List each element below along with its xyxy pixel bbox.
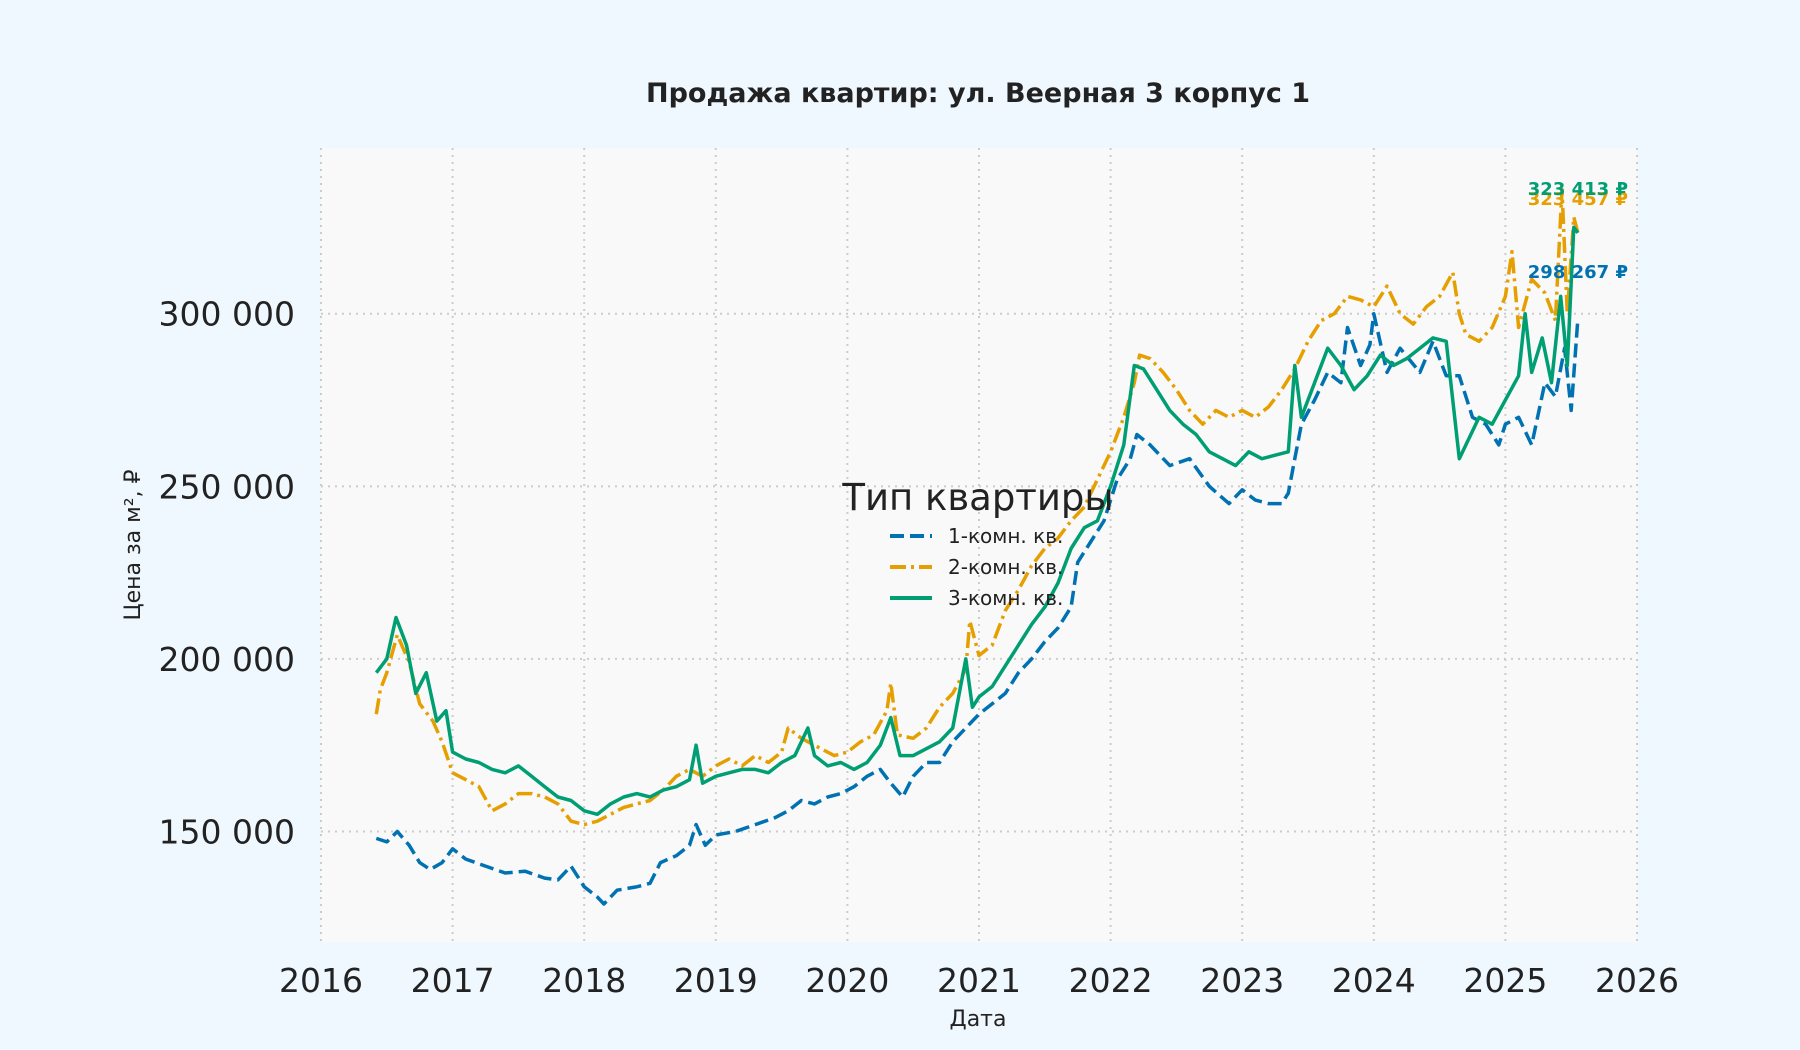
y-tick-label: 300 000 (159, 295, 295, 334)
series-line (374, 187, 1580, 827)
x-tick-label: 2021 (937, 961, 1021, 1000)
x-tick-label: 2020 (805, 961, 889, 1000)
gridlines (320, 148, 1638, 942)
y-axis-ticks: 150 000 200 000 250 000 300 000 (159, 295, 295, 852)
x-tick-label: 2019 (674, 961, 758, 1000)
x-axis-ticks: 2016 2017 2018 2019 2020 2021 2022 2023 2024 2025… (279, 961, 1679, 1000)
legend: Тип квартиры 1-комн. кв. 2-комн. кв. 3-ком… (841, 476, 1113, 610)
x-tick-label: 2024 (1332, 961, 1416, 1000)
x-tick-label: 2025 (1463, 961, 1547, 1000)
series-end-label: 323 413 ₽ (1528, 179, 1628, 200)
x-axis-label: Дата (950, 1007, 1007, 1032)
series-end-label: 323 457 ₽ (1528, 189, 1628, 210)
y-tick-label: 250 000 (159, 467, 295, 506)
series-lines (374, 187, 1580, 906)
y-axis-label: Цена за м², ₽ (121, 469, 146, 620)
y-tick-label: 150 000 (159, 813, 295, 852)
x-tick-label: 2023 (1200, 961, 1284, 1000)
end-value-labels: 298 267 ₽ 323 457 ₽323 413 ₽ (1528, 179, 1628, 283)
series-line (374, 225, 1580, 817)
x-tick-label: 2026 (1595, 961, 1679, 1000)
x-tick-label: 2017 (411, 961, 495, 1000)
legend-label: 3-комн. кв. (948, 586, 1063, 610)
y-tick-label: 200 000 (159, 640, 295, 679)
x-tick-label: 2018 (542, 961, 626, 1000)
legend-label: 1-комн. кв. (948, 524, 1063, 548)
legend-label: 2-комн. кв. (948, 555, 1063, 579)
legend-title: Тип квартиры (841, 476, 1113, 519)
plot-area (321, 148, 1637, 942)
x-tick-label: 2022 (1069, 961, 1153, 1000)
x-tick-label: 2016 (279, 961, 363, 1000)
legend-entries: 1-комн. кв. 2-комн. кв. 3-комн. кв. (890, 524, 1063, 610)
chart-title: Продажа квартир: ул. Веерная 3 корпус 1 (646, 78, 1310, 109)
series-end-label: 298 267 ₽ (1528, 262, 1628, 283)
